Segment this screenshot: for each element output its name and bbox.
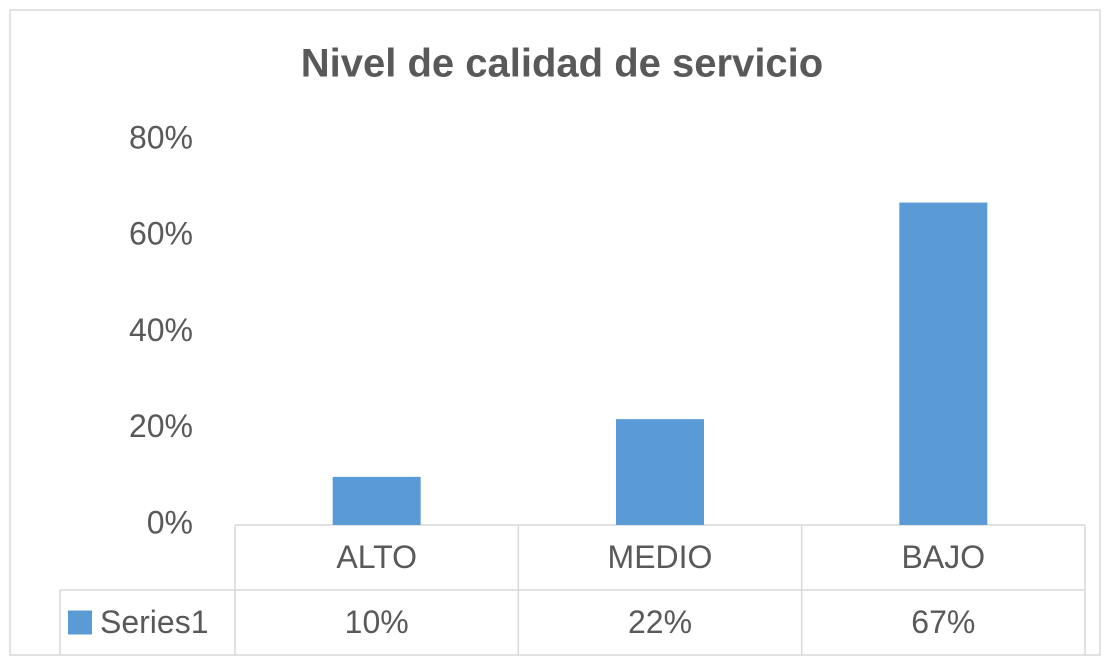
x-tick-label: BAJO <box>902 539 986 575</box>
y-tick-label: 40% <box>129 312 193 348</box>
data-label: 67% <box>911 604 975 640</box>
legend-label: Series1 <box>100 604 209 640</box>
data-label: 22% <box>628 604 692 640</box>
y-tick-label: 0% <box>147 504 193 540</box>
y-tick-label: 80% <box>129 119 193 155</box>
x-tick-label: MEDIO <box>608 539 713 575</box>
y-tick-label: 20% <box>129 408 193 444</box>
bar <box>616 419 704 525</box>
bar <box>332 476 421 525</box>
data-label: 10% <box>345 604 409 640</box>
y-tick-label: 60% <box>129 216 193 252</box>
legend-swatch <box>68 610 92 635</box>
chart-title: Nivel de calidad de servicio <box>301 42 823 86</box>
x-tick-label: ALTO <box>336 539 417 575</box>
bar <box>899 202 988 525</box>
